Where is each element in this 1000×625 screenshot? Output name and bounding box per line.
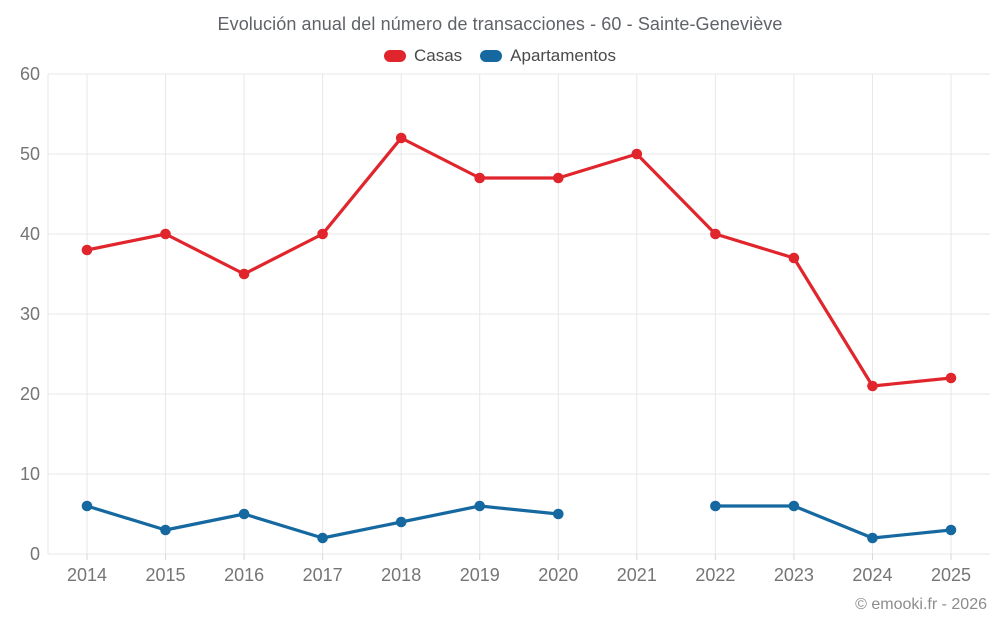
data-point-apartamentos-2018[interactable] xyxy=(395,516,407,528)
y-axis-tick-label: 0 xyxy=(30,544,40,564)
x-axis-tick-label: 2024 xyxy=(852,565,892,585)
data-point-casas-2017[interactable] xyxy=(317,228,328,240)
data-point-casas-2014[interactable] xyxy=(81,244,93,256)
legend-label-apartamentos: Apartamentos xyxy=(510,46,617,65)
legend-item-casas[interactable]: Casas xyxy=(383,46,463,66)
series-apartamentos xyxy=(81,500,957,544)
data-point-casas-2022[interactable] xyxy=(710,228,721,240)
data-point-casas-2024[interactable] xyxy=(867,380,878,392)
series-casas xyxy=(81,132,957,392)
x-axis-tick-label: 2017 xyxy=(303,565,343,585)
x-axis-tick-label: 2025 xyxy=(931,565,971,585)
data-point-apartamentos-2020[interactable] xyxy=(553,508,564,520)
data-point-casas-2018[interactable] xyxy=(395,132,407,144)
legend-item-apartamentos[interactable]: Apartamentos xyxy=(480,46,616,66)
y-axis-tick-label: 50 xyxy=(20,144,40,164)
y-axis-tick-label: 30 xyxy=(20,304,40,324)
data-point-casas-2015[interactable] xyxy=(160,228,171,240)
data-point-casas-2016[interactable] xyxy=(238,268,250,280)
data-point-apartamentos-2023[interactable] xyxy=(788,500,800,512)
x-axis-tick-label: 2016 xyxy=(224,565,264,585)
data-point-apartamentos-2022[interactable] xyxy=(710,500,721,512)
y-axis-tick-label: 10 xyxy=(20,464,40,484)
x-axis-tick-label: 2014 xyxy=(67,565,107,585)
data-point-casas-2019[interactable] xyxy=(474,172,486,184)
x-axis-tick-label: 2021 xyxy=(617,565,657,585)
data-point-apartamentos-2015[interactable] xyxy=(160,524,171,536)
legend-label-casas: Casas xyxy=(413,46,463,65)
chart-legend: Casas Apartamentos xyxy=(0,46,1000,66)
y-axis-tick-label: 60 xyxy=(20,64,40,84)
data-point-apartamentos-2016[interactable] xyxy=(238,508,250,520)
gridlines xyxy=(47,73,990,560)
x-axis-tick-label: 2023 xyxy=(774,565,814,585)
data-point-apartamentos-2025[interactable] xyxy=(945,524,957,536)
chart-title: Evolución anual del número de transaccio… xyxy=(217,14,783,34)
x-axis-tick-label: 2018 xyxy=(381,565,421,585)
series-line-apartamentos xyxy=(85,504,953,540)
data-point-apartamentos-2017[interactable] xyxy=(317,532,328,544)
data-point-casas-2025[interactable] xyxy=(945,372,957,384)
y-axis-tick-label: 40 xyxy=(20,224,40,244)
apartamentos-series-swatch xyxy=(480,50,503,62)
data-point-apartamentos-2019[interactable] xyxy=(474,500,486,512)
casas-series-swatch xyxy=(383,50,406,62)
data-point-apartamentos-2024[interactable] xyxy=(867,532,878,544)
data-point-casas-2021[interactable] xyxy=(631,148,643,160)
y-axis-tick-label: 20 xyxy=(20,384,40,404)
x-axis-tick-label: 2019 xyxy=(460,565,500,585)
x-axis-tick-label: 2015 xyxy=(146,565,186,585)
series-line-casas xyxy=(85,136,953,388)
watermark: © emooki.fr - 2026 xyxy=(855,596,987,613)
data-point-apartamentos-2014[interactable] xyxy=(81,500,93,512)
x-axis-tick-label: 2022 xyxy=(695,565,735,585)
data-point-casas-2020[interactable] xyxy=(553,172,564,184)
x-axis-tick-label: 2020 xyxy=(538,565,578,585)
data-point-casas-2023[interactable] xyxy=(788,252,800,264)
